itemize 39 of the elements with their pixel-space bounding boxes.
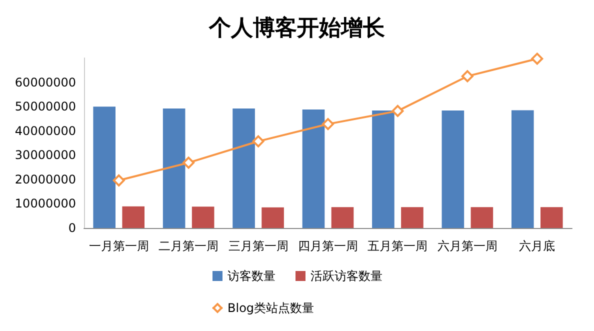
bar bbox=[302, 109, 325, 228]
bar bbox=[442, 110, 464, 228]
bar bbox=[470, 207, 494, 228]
y-tick-label: 50000000 bbox=[14, 100, 76, 114]
y-tick-label: 10000000 bbox=[14, 196, 76, 211]
point bbox=[531, 52, 544, 65]
point bbox=[461, 70, 474, 82]
bar bbox=[162, 108, 186, 228]
y-tick-label: 0 bbox=[68, 221, 76, 235]
bar bbox=[93, 106, 116, 228]
x-tick-label: 三月第一周 bbox=[228, 239, 288, 253]
y-tick-label: 60000000 bbox=[14, 75, 76, 90]
point bbox=[392, 104, 404, 117]
bar bbox=[122, 206, 145, 228]
point bbox=[322, 118, 334, 130]
point bbox=[252, 135, 264, 148]
bar bbox=[401, 207, 424, 228]
legend-label: 访客数量 bbox=[228, 269, 276, 283]
x-tick-label: 四月第一周 bbox=[298, 239, 358, 253]
x-tick-label: 一月第一周 bbox=[88, 239, 149, 253]
x-tick-label: 五月第一周 bbox=[368, 239, 428, 253]
y-tick-label: 30000000 bbox=[14, 148, 76, 162]
bar bbox=[192, 206, 214, 228]
bar bbox=[331, 207, 354, 228]
chart-title: 个人博客开始增长 bbox=[208, 15, 386, 41]
bar bbox=[372, 110, 394, 228]
bar bbox=[540, 207, 563, 228]
point bbox=[182, 156, 195, 169]
bar bbox=[232, 108, 255, 228]
x-tick-label: 六月底 bbox=[519, 239, 556, 253]
bar bbox=[262, 207, 284, 228]
y-tick-label: 20000000 bbox=[14, 172, 76, 186]
legend-label: 活跃访客数量 bbox=[310, 269, 382, 283]
x-tick-label: 六月第一周 bbox=[437, 239, 498, 253]
bar bbox=[511, 110, 534, 228]
x-tick-label: 二月第一周 bbox=[158, 239, 219, 253]
legend-label: Blog类站点数量 bbox=[228, 301, 314, 315]
y-tick-label: 40000000 bbox=[14, 124, 76, 138]
point bbox=[112, 174, 125, 186]
